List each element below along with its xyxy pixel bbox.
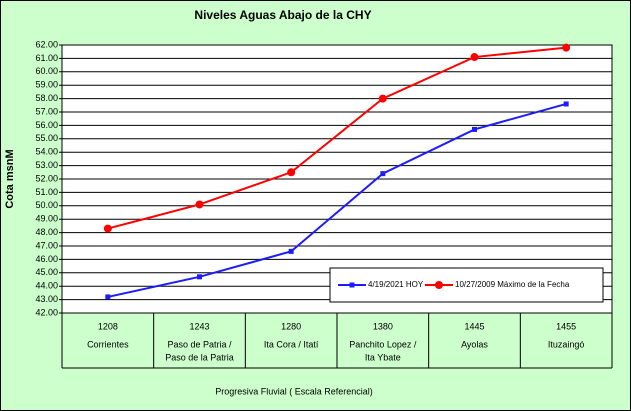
point [470,53,479,62]
legend-label: 10/27/2009 Máximo de la Fecha [455,280,570,289]
category-name: Paso de la Patria [165,352,234,362]
category-name: Ita Ybate [365,352,401,362]
point [197,274,202,280]
point [380,171,386,177]
x-tick-label: 1455 [556,321,576,331]
y-tick-label: 43.00 [35,294,58,304]
y-tick-label: 46.00 [35,254,58,264]
category-name: Panchito Lopez / [349,339,417,349]
y-tick-label: 58.00 [35,93,58,103]
x-tick-label: 1243 [189,321,209,331]
x-axis-label: Progresiva Fluvial ( Escala Referencial) [215,386,373,396]
category-name: Ita Cora / Itatí [264,339,319,349]
x-tick-label: 1208 [98,321,118,331]
category-name: Paso de Patria / [167,339,232,349]
y-tick-label: 44.00 [35,281,58,291]
category-name: Corrientes [87,339,129,349]
y-tick-label: 55.00 [35,133,58,143]
point [287,168,296,177]
point [378,94,387,103]
legend-marker [349,282,355,288]
legend-label: 4/19/2021 HOY [368,280,424,289]
point [195,200,204,209]
legend-marker [435,281,443,289]
y-tick-label: 52.00 [35,173,58,183]
y-tick-label: 45.00 [35,267,58,277]
legend [329,267,604,303]
series-line [107,102,567,298]
point [472,126,477,132]
y-tick-label: 48.00 [35,227,58,237]
point [288,248,294,254]
series-line [107,46,567,230]
category-name: Ituzaingó [548,339,585,349]
point [562,43,571,52]
y-tick-label: 57.00 [35,106,58,116]
y-tick-label: 53.00 [35,160,58,170]
x-tick-label: 1380 [373,321,393,331]
y-axis-label: Cota msnM [4,149,16,208]
y-tick-label: 42.00 [35,307,58,317]
y-tick-label: 47.00 [35,240,58,250]
point [103,224,112,233]
y-tick-label: 49.00 [35,214,58,224]
y-tick-label: 51.00 [35,187,58,197]
chart-title: Niveles Aguas Abajo de la CHY [194,8,371,22]
y-tick-label: 60.00 [35,66,58,76]
y-tick-label: 54.00 [35,147,58,157]
y-tick-label: 61.00 [35,53,58,63]
y-tick-label: 56.00 [35,120,58,130]
point [563,101,569,107]
x-tick-label: 1445 [464,321,484,331]
y-tick-label: 62.00 [35,39,58,49]
category-name: Ayolas [461,339,488,349]
point [105,294,111,300]
x-tick-label: 1280 [281,321,301,331]
y-tick-label: 59.00 [35,80,58,90]
y-tick-label: 50.00 [35,200,58,210]
